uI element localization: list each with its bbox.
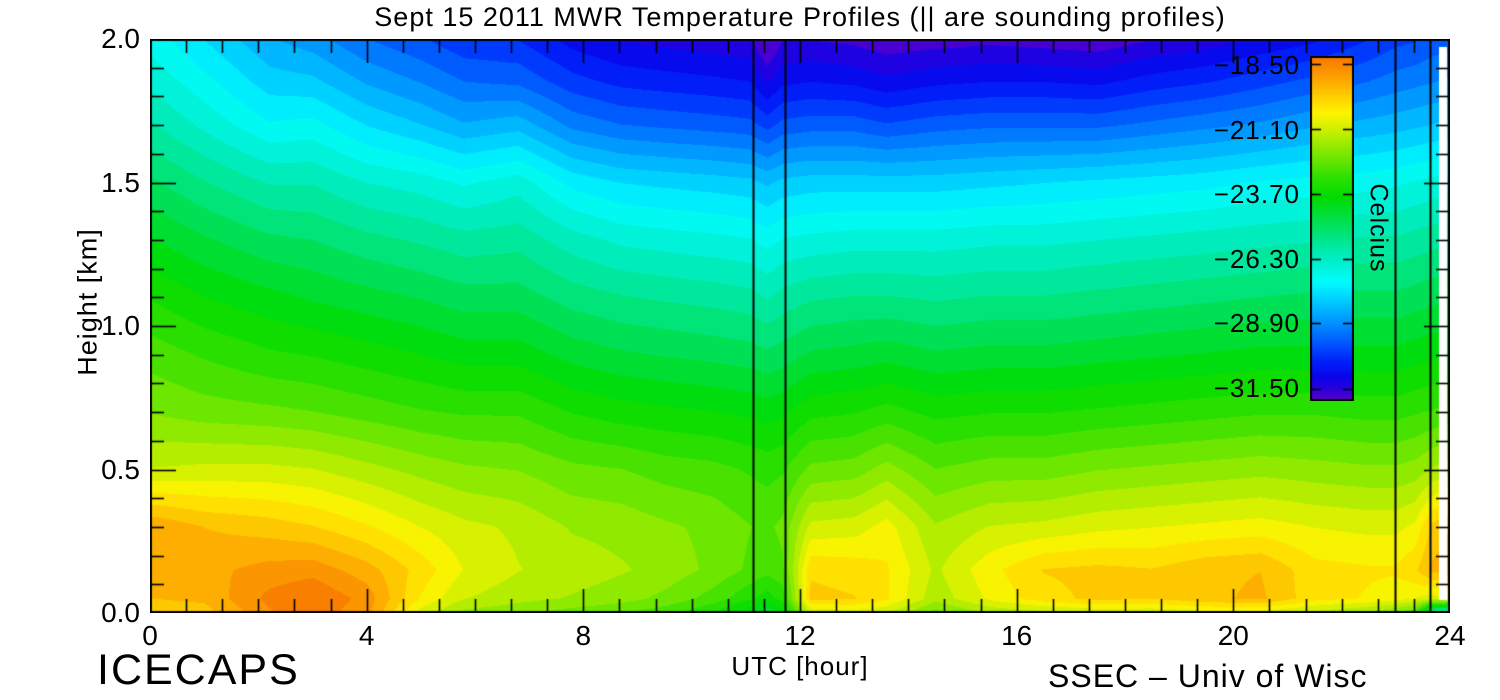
y-tick-label: 0.5 xyxy=(101,453,140,485)
colorbar-tick-label: −18.50 xyxy=(1213,50,1300,80)
colorbar-tick-label: −28.90 xyxy=(1213,308,1300,339)
x-axis-title: UTC [hour] xyxy=(731,651,869,681)
x-tick-label: 16 xyxy=(1001,620,1033,651)
x-tick-label: 4 xyxy=(358,620,375,651)
y-tick-label: 1.5 xyxy=(101,166,140,198)
colorbar-title: Celcius xyxy=(1364,183,1393,273)
chart-title: Sept 15 2011 MWR Temperature Profiles (|… xyxy=(374,2,1226,32)
colorbar xyxy=(1310,56,1354,401)
colorbar-tick-label: −26.30 xyxy=(1213,243,1300,274)
x-tick-label: 12 xyxy=(784,620,816,651)
credit-label-ssec: SSEC – Univ of Wisc xyxy=(1048,658,1368,694)
x-tick-label: 24 xyxy=(1434,620,1466,651)
y-tick-label: 1.0 xyxy=(101,310,140,341)
x-tick-label: 20 xyxy=(1217,620,1249,651)
project-label-icecaps: ICECAPS xyxy=(97,646,300,694)
y-axis-title: Height [km] xyxy=(72,228,103,376)
colorbar-tick-label: −21.10 xyxy=(1213,114,1300,145)
x-tick-label: 8 xyxy=(575,620,592,651)
x-tick-label: 0 xyxy=(142,620,158,651)
colorbar-tick-label: −23.70 xyxy=(1213,179,1300,210)
y-tick-label: 2.0 xyxy=(101,23,140,54)
temperature-heatmap-plot xyxy=(150,39,1450,613)
colorbar-tick-label: −31.50 xyxy=(1213,373,1300,403)
y-tick-label: 0.0 xyxy=(101,597,140,628)
